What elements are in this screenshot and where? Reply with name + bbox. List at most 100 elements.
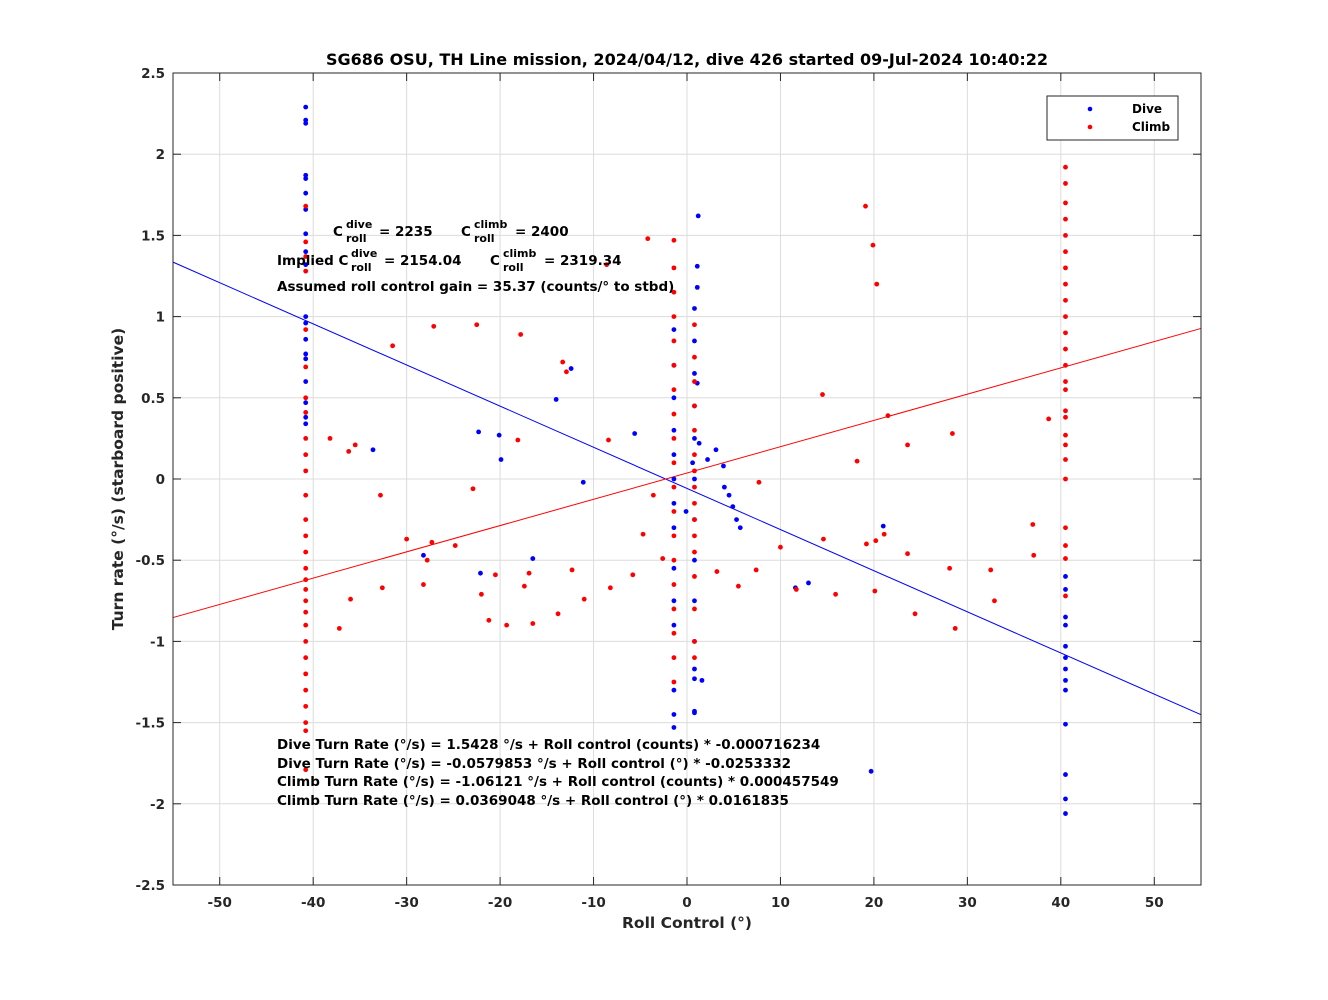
climb-point [1063,330,1068,336]
climb-point [303,587,309,592]
dive-point [632,431,638,436]
climb-point [863,203,868,209]
legend-box [1046,95,1179,141]
equation-climb-degrees: Climb Turn Rate (°/s) = 0.0369048 °/s + … [277,793,789,809]
climb-point [303,517,309,522]
fit-lines [172,261,1202,716]
dive-point [692,598,697,604]
dive-point [730,504,736,510]
x-tick-label: -40 [301,895,325,911]
dive-point [303,262,309,268]
dive-point [303,421,309,427]
dive-point [737,525,743,531]
climb-point [864,541,869,547]
c-roll-climb-sup: climb [474,218,508,231]
dive-point [671,427,677,433]
dive-point [1063,574,1068,579]
climb-point [518,332,524,337]
dive-point [726,492,732,498]
dive-point [694,263,700,269]
dive-point [1063,811,1068,816]
c-roll-dive-sub: roll [346,232,367,245]
dive-point [1063,587,1068,592]
climb-point [493,572,498,578]
climb-point [521,583,527,589]
climb-point [429,539,435,545]
x-tick-label: -10 [581,895,605,911]
dive-point [498,457,504,462]
climb-point [303,598,309,604]
equation-dive-counts: Dive Turn Rate (°/s) = 1.5428 °/s + Roll… [277,737,820,753]
climb-point [671,237,677,243]
climb-point [1063,593,1068,599]
implied-climb-sup: climb [503,247,537,260]
climb-point [692,484,697,490]
dive-point [303,249,309,255]
climb-point [753,567,759,573]
dive-point [530,556,536,561]
climb-point [650,492,656,498]
dive-point [568,366,574,371]
climb-point [1063,297,1068,303]
dive-point [671,687,677,693]
dive-point [699,677,705,683]
dive-point [303,414,309,420]
climb-point [692,403,697,409]
c-roll-annotation: C dive roll = 2235 C climb roll = 2400 [333,218,569,245]
y-tick-label: -1 [150,634,165,650]
climb-point [660,556,666,561]
dive-point [692,371,697,376]
climb-point [569,567,575,573]
dive-point [478,570,483,576]
x-tick-label: 20 [865,895,884,911]
implied-climb-sub: roll [503,261,524,274]
dive-point [692,666,697,672]
climb-point [348,596,353,602]
climb-point [336,626,342,631]
x-tick-label: 30 [958,895,977,911]
climb-point [555,611,561,617]
climb-point [988,567,994,573]
climb-point [606,437,611,443]
climb-point [671,289,677,295]
climb-point [303,577,309,583]
climb-point [873,538,879,544]
climb-point [671,338,677,344]
climb-point [870,242,876,248]
climb-point [692,533,697,539]
climb-point [303,452,309,458]
dive-point [671,500,677,506]
climb-point [379,585,385,591]
dive-point [303,314,309,319]
y-tick-label: 2.5 [141,66,165,82]
dive-point [880,523,886,529]
roll-gain-annotation: Assumed roll control gain = 35.37 (count… [277,279,674,295]
legend-dive-marker [1087,106,1093,112]
climb-point [504,622,510,628]
dive-point [303,379,309,384]
dive-point [721,484,727,490]
climb-point [303,639,309,644]
dive-point [868,768,874,774]
climb-point [671,679,677,685]
implied-prefix: Implied C [277,253,349,269]
dive-point [303,104,309,110]
climb-point [630,572,636,578]
climb-point [756,479,762,485]
dive-point [496,432,502,438]
y-tick-label: -2 [150,797,165,813]
dive-point [476,429,481,435]
dive-point [683,509,689,514]
climb-point [692,500,697,506]
climb-point [692,322,697,328]
climb-point [474,322,480,328]
climb-point [515,437,521,443]
x-axis-label: Roll Control (°) [622,914,752,932]
climb-point [872,588,878,594]
dive-point [721,463,726,469]
dive-point [705,457,710,462]
climb-point [431,323,437,329]
climb-point [692,427,697,433]
dive-point [671,565,677,571]
climb-point [950,431,955,436]
